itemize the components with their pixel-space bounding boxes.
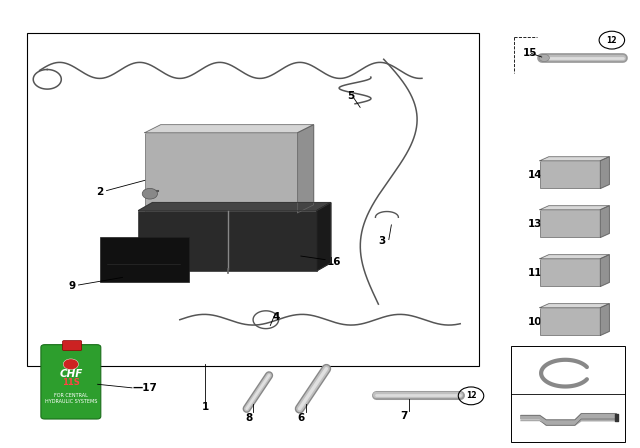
Polygon shape [600,304,609,335]
Text: 12: 12 [607,36,617,45]
Text: 5: 5 [348,91,355,101]
Text: 12: 12 [466,392,476,401]
Text: 9: 9 [68,281,76,291]
Polygon shape [145,125,314,133]
Text: 11—: 11— [528,267,552,277]
Text: 15: 15 [523,48,537,59]
Polygon shape [600,206,609,237]
FancyBboxPatch shape [46,366,96,409]
Bar [540,259,600,286]
Polygon shape [298,125,314,213]
Polygon shape [521,414,616,425]
Polygon shape [540,255,609,259]
Text: 8: 8 [245,413,252,422]
Text: 14—: 14— [528,170,552,180]
Text: 11S: 11S [62,379,80,388]
Polygon shape [540,206,609,210]
Bar [511,346,625,442]
Polygon shape [600,255,609,286]
Polygon shape [138,202,331,211]
Text: 1: 1 [202,402,209,413]
Text: 16: 16 [326,257,341,267]
Text: 4: 4 [272,313,280,323]
Polygon shape [600,157,609,188]
Text: 12: 12 [524,351,540,364]
Polygon shape [317,202,331,271]
Bar [540,210,600,237]
Text: 10—: 10— [528,316,552,327]
Text: 2: 2 [96,187,103,197]
Bar [27,33,479,366]
Text: 501190: 501190 [548,431,583,440]
Bar [540,308,600,335]
FancyBboxPatch shape [41,345,100,419]
Text: 7: 7 [401,411,408,421]
Circle shape [142,188,157,199]
Bar [145,133,298,213]
Polygon shape [540,157,609,161]
Bar [100,237,189,282]
Text: FOR CENTRAL
HYDRAULIC SYSTEMS: FOR CENTRAL HYDRAULIC SYSTEMS [45,393,97,404]
Text: 6: 6 [297,413,305,422]
Bar [138,211,317,271]
FancyBboxPatch shape [63,340,82,350]
Bar [540,161,600,188]
Circle shape [540,54,549,61]
Circle shape [63,359,79,370]
Text: —17: —17 [132,383,157,393]
Text: 3: 3 [379,236,386,246]
Polygon shape [540,304,609,308]
Text: 13—: 13— [528,219,552,228]
Text: CHF: CHF [59,369,83,379]
